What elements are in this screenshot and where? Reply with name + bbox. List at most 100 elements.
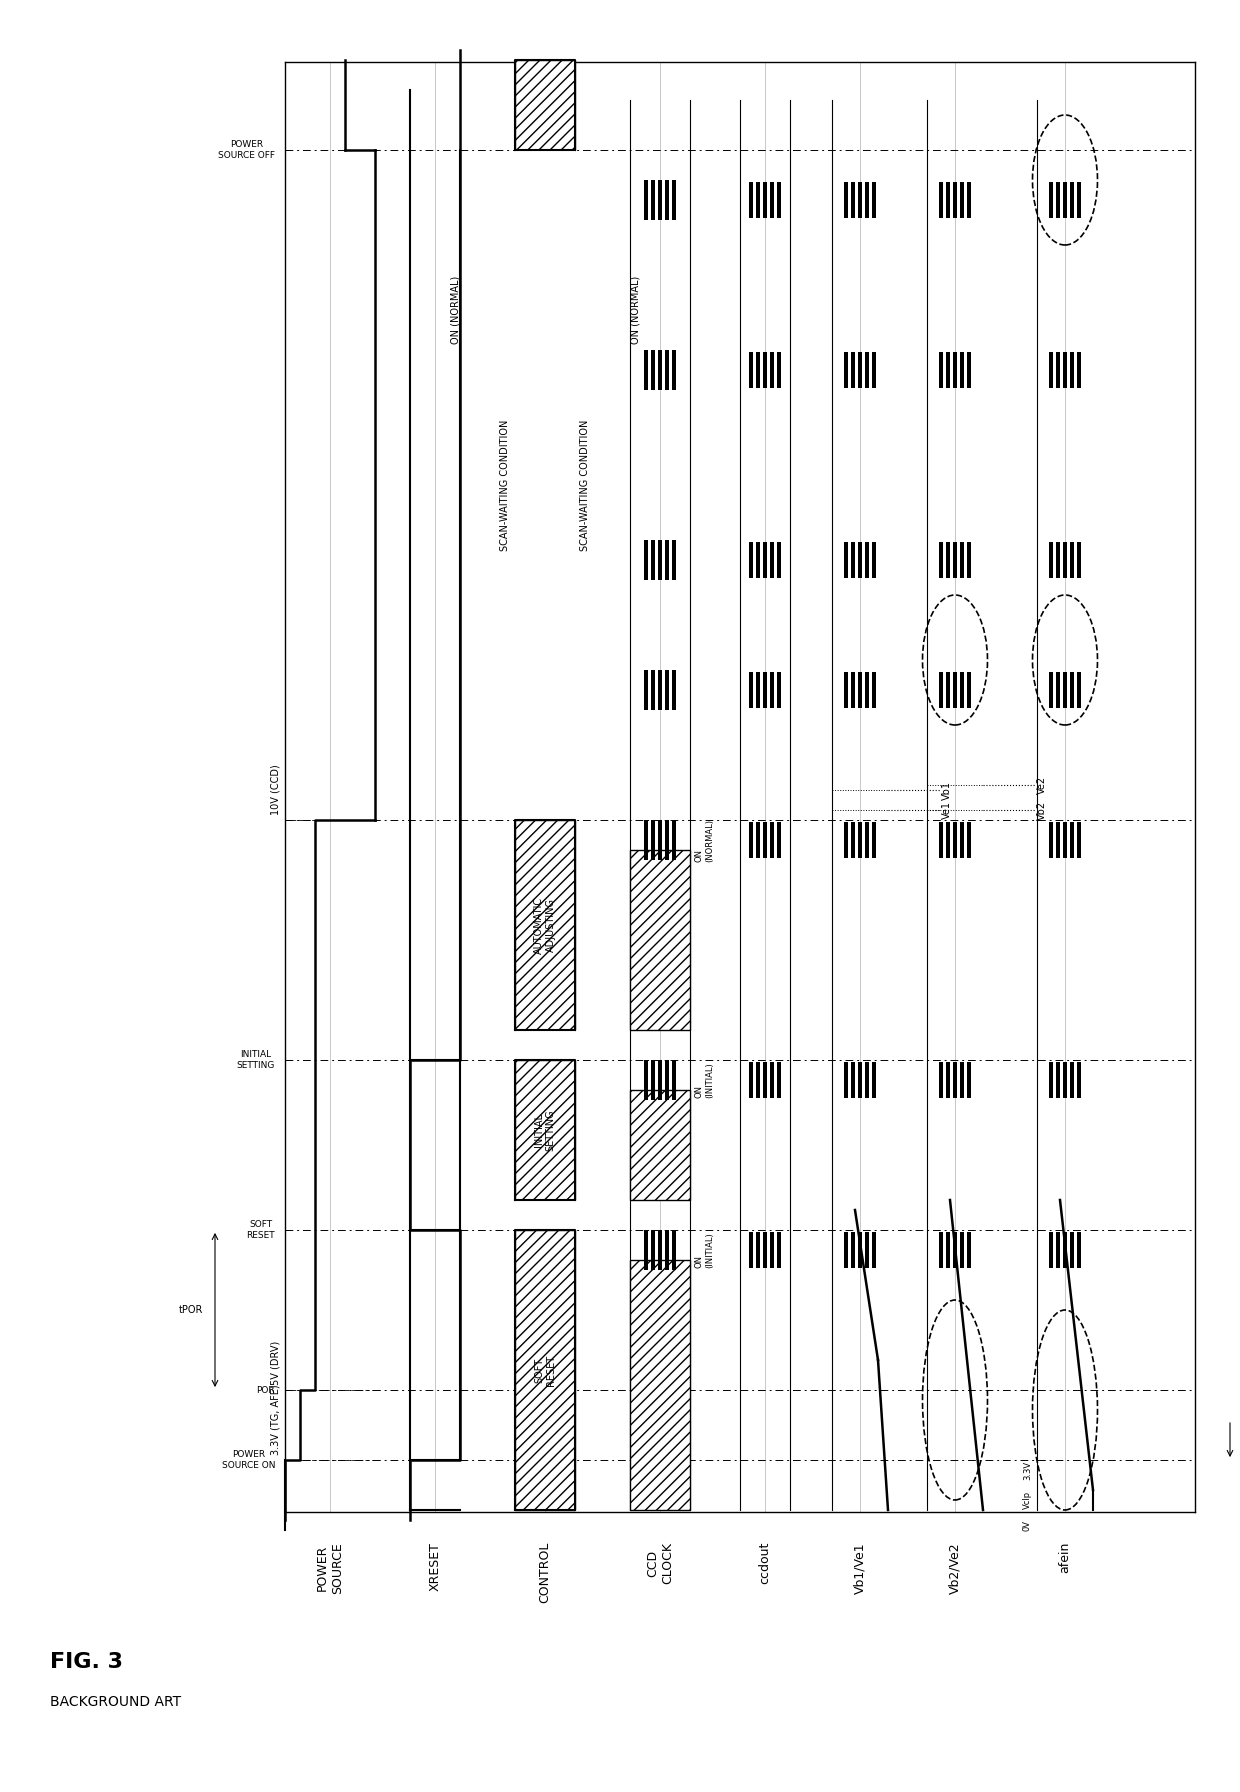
Polygon shape: [960, 351, 963, 389]
Polygon shape: [967, 672, 971, 708]
Polygon shape: [749, 541, 753, 579]
Bar: [515, 59, 575, 151]
Polygon shape: [770, 1233, 774, 1269]
Polygon shape: [1049, 183, 1053, 219]
Polygon shape: [1070, 183, 1074, 219]
Polygon shape: [939, 823, 942, 858]
Polygon shape: [1078, 1233, 1081, 1269]
Polygon shape: [1070, 541, 1074, 579]
Bar: [630, 1090, 689, 1201]
Polygon shape: [939, 541, 942, 579]
Polygon shape: [665, 349, 670, 391]
Polygon shape: [866, 541, 869, 579]
Text: CONTROL: CONTROL: [538, 1541, 552, 1604]
Text: ON (NORMAL): ON (NORMAL): [450, 276, 460, 344]
Polygon shape: [858, 183, 862, 219]
Text: afein: afein: [1059, 1541, 1071, 1573]
Polygon shape: [1063, 823, 1066, 858]
Text: Vb2: Vb2: [1037, 801, 1047, 819]
Polygon shape: [665, 821, 670, 860]
Polygon shape: [866, 823, 869, 858]
Polygon shape: [858, 672, 862, 708]
Polygon shape: [872, 1063, 875, 1098]
Polygon shape: [954, 1063, 957, 1098]
Text: FIG. 3: FIG. 3: [50, 1652, 123, 1672]
Polygon shape: [866, 1233, 869, 1269]
Polygon shape: [515, 1030, 575, 1061]
Polygon shape: [749, 351, 753, 389]
Text: ON (NORMAL): ON (NORMAL): [630, 276, 640, 344]
Polygon shape: [672, 539, 676, 581]
Polygon shape: [665, 1061, 670, 1100]
Polygon shape: [672, 179, 676, 220]
Bar: [630, 1260, 689, 1511]
Polygon shape: [672, 1229, 676, 1271]
Polygon shape: [749, 183, 753, 219]
Polygon shape: [658, 821, 662, 860]
Polygon shape: [872, 823, 875, 858]
Text: ON
(NORMAL): ON (NORMAL): [694, 819, 714, 862]
Text: Vb2/Ve2: Vb2/Ve2: [949, 1541, 961, 1593]
Polygon shape: [672, 821, 676, 860]
Text: POWER
SOURCE OFF: POWER SOURCE OFF: [218, 140, 275, 159]
Polygon shape: [763, 823, 768, 858]
Polygon shape: [763, 541, 768, 579]
Polygon shape: [665, 1229, 670, 1271]
Text: 3.3V (TG, AFE): 3.3V (TG, AFE): [270, 1385, 280, 1455]
Polygon shape: [939, 1233, 942, 1269]
Text: 5V (DRV): 5V (DRV): [270, 1340, 280, 1385]
Polygon shape: [939, 1063, 942, 1098]
Polygon shape: [644, 821, 649, 860]
Polygon shape: [1063, 1063, 1066, 1098]
Polygon shape: [756, 351, 760, 389]
Polygon shape: [763, 351, 768, 389]
Polygon shape: [651, 821, 655, 860]
Text: POWER
SOURCE: POWER SOURCE: [316, 1541, 343, 1593]
Polygon shape: [672, 349, 676, 391]
Text: POWER
SOURCE ON: POWER SOURCE ON: [222, 1450, 275, 1469]
Polygon shape: [651, 1061, 655, 1100]
Text: SOFT
RESET: SOFT RESET: [247, 1220, 275, 1240]
Polygon shape: [851, 823, 856, 858]
Polygon shape: [954, 672, 957, 708]
Polygon shape: [651, 1229, 655, 1271]
Polygon shape: [1056, 1063, 1060, 1098]
Polygon shape: [1056, 351, 1060, 389]
Polygon shape: [851, 1063, 856, 1098]
Text: Ve1: Ve1: [942, 801, 952, 819]
Polygon shape: [1070, 1233, 1074, 1269]
Polygon shape: [872, 672, 875, 708]
Polygon shape: [777, 1063, 781, 1098]
Polygon shape: [777, 823, 781, 858]
Polygon shape: [1049, 823, 1053, 858]
Text: SCAN-WAITING CONDITION: SCAN-WAITING CONDITION: [580, 419, 590, 550]
Polygon shape: [651, 179, 655, 220]
Polygon shape: [1070, 351, 1074, 389]
Polygon shape: [960, 823, 963, 858]
Polygon shape: [960, 672, 963, 708]
Polygon shape: [644, 1229, 649, 1271]
Polygon shape: [844, 672, 848, 708]
Polygon shape: [1049, 541, 1053, 579]
Text: Vclp: Vclp: [1023, 1491, 1032, 1509]
Polygon shape: [872, 351, 875, 389]
Text: 10V (CCD): 10V (CCD): [270, 763, 280, 815]
Polygon shape: [777, 1233, 781, 1269]
Polygon shape: [756, 672, 760, 708]
Polygon shape: [672, 1061, 676, 1100]
Polygon shape: [1063, 541, 1066, 579]
Polygon shape: [658, 670, 662, 710]
Polygon shape: [967, 1063, 971, 1098]
Text: 3.3V: 3.3V: [1023, 1460, 1032, 1480]
Text: SOFT
RESET: SOFT RESET: [534, 1355, 556, 1385]
Polygon shape: [844, 823, 848, 858]
Polygon shape: [763, 1063, 768, 1098]
Polygon shape: [763, 183, 768, 219]
Polygon shape: [515, 151, 575, 821]
Polygon shape: [858, 1063, 862, 1098]
Polygon shape: [770, 1063, 774, 1098]
Polygon shape: [665, 179, 670, 220]
Bar: [515, 1229, 575, 1511]
Polygon shape: [770, 351, 774, 389]
Text: tPOR: tPOR: [179, 1305, 203, 1315]
